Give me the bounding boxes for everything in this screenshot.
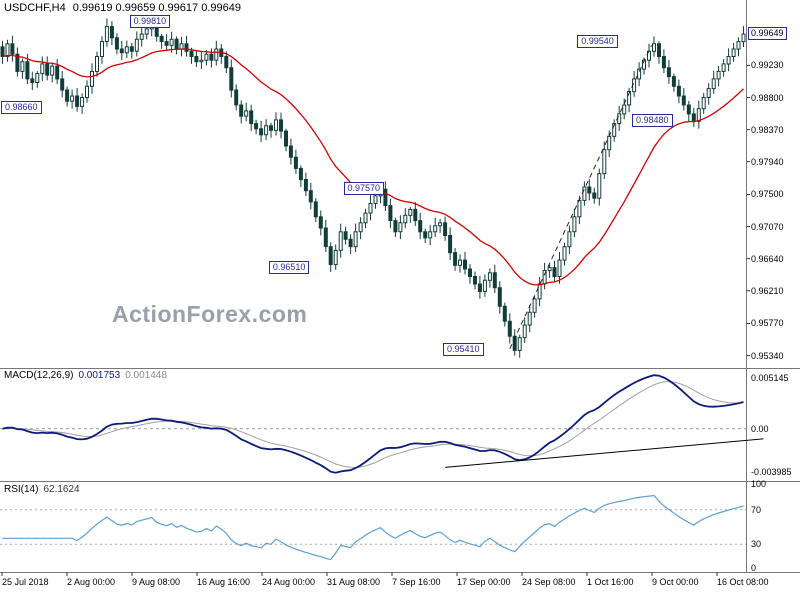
rsi-value: 62.1624 — [43, 484, 80, 495]
date-label: 16 Aug 16:00 — [197, 577, 251, 587]
macd-signal-value: 0.001448 — [125, 370, 167, 381]
price-tick-label: 0.95340 — [751, 350, 784, 361]
price-tick-label: 0.97070 — [751, 221, 784, 232]
current-price-label: 0.99649 — [748, 27, 787, 41]
price-tick-label: 0.97940 — [751, 156, 784, 167]
price-tick-label: 0.96210 — [751, 285, 784, 296]
price-annotation: 0.97570 — [343, 182, 385, 196]
price-tick-label: 0.95770 — [751, 318, 784, 329]
watermark: ActionForex.com — [112, 301, 308, 327]
macd-indicator-label: MACD(12,26,9) 0.001753 0.001448 — [4, 370, 167, 381]
rsi-axis-label: 70 — [751, 504, 762, 515]
price-tick-label: 0.99230 — [751, 60, 784, 71]
price-annotation: 0.96510 — [268, 261, 310, 275]
symbol-timeframe-label: USDCHF,H4 — [4, 2, 66, 14]
macd-name: MACD(12,26,9) — [4, 370, 74, 381]
rsi-axis-label: 100 — [751, 479, 767, 489]
date-label: 1 Oct 16:00 — [587, 577, 634, 587]
price-tick-label: 0.98370 — [751, 124, 784, 135]
rsi-axis-label: 30 — [751, 539, 762, 550]
date-label: 9 Aug 08:00 — [132, 577, 181, 587]
price-tick-label: 0.97500 — [751, 189, 784, 200]
price-annotation: 0.99810 — [129, 15, 171, 29]
macd-axis-label: -0.003985 — [751, 467, 792, 477]
chart-title: USDCHF,H4 0.99619 0.99659 0.99617 0.99649 — [4, 2, 241, 14]
price-annotation: 0.95410 — [442, 343, 484, 357]
price-tick-label: 0.98800 — [751, 92, 784, 103]
price-annotation: 0.98660 — [1, 100, 42, 114]
date-label: 16 Oct 08:00 — [717, 577, 769, 587]
date-label: 9 Oct 00:00 — [652, 577, 699, 587]
macd-axis-label: 0.00 — [751, 423, 769, 434]
price-annotation: 0.98480 — [631, 114, 673, 128]
date-label: 2 Aug 00:00 — [67, 577, 116, 587]
price-annotation: 0.99540 — [577, 35, 618, 49]
macd-value: 0.001753 — [78, 370, 121, 381]
date-label: 17 Sep 00:00 — [457, 577, 511, 587]
rsi-indicator-label: RSI(14) 62.1624 — [4, 484, 80, 495]
ohlc-values: 0.99619 0.99659 0.99617 0.99649 — [72, 2, 241, 14]
date-label: 24 Sep 08:00 — [522, 577, 576, 587]
rsi-name: RSI(14) — [4, 484, 39, 495]
rsi-axis-label: 0 — [751, 563, 757, 573]
date-label: 31 Aug 08:00 — [327, 577, 381, 587]
date-label: 24 Aug 00:00 — [262, 577, 316, 587]
macd-axis-label: 0.005145 — [751, 373, 789, 383]
price-tick-label: 0.96640 — [751, 253, 784, 264]
date-label: 25 Jul 2018 — [2, 577, 49, 587]
date-label: 7 Sep 16:00 — [392, 577, 441, 587]
